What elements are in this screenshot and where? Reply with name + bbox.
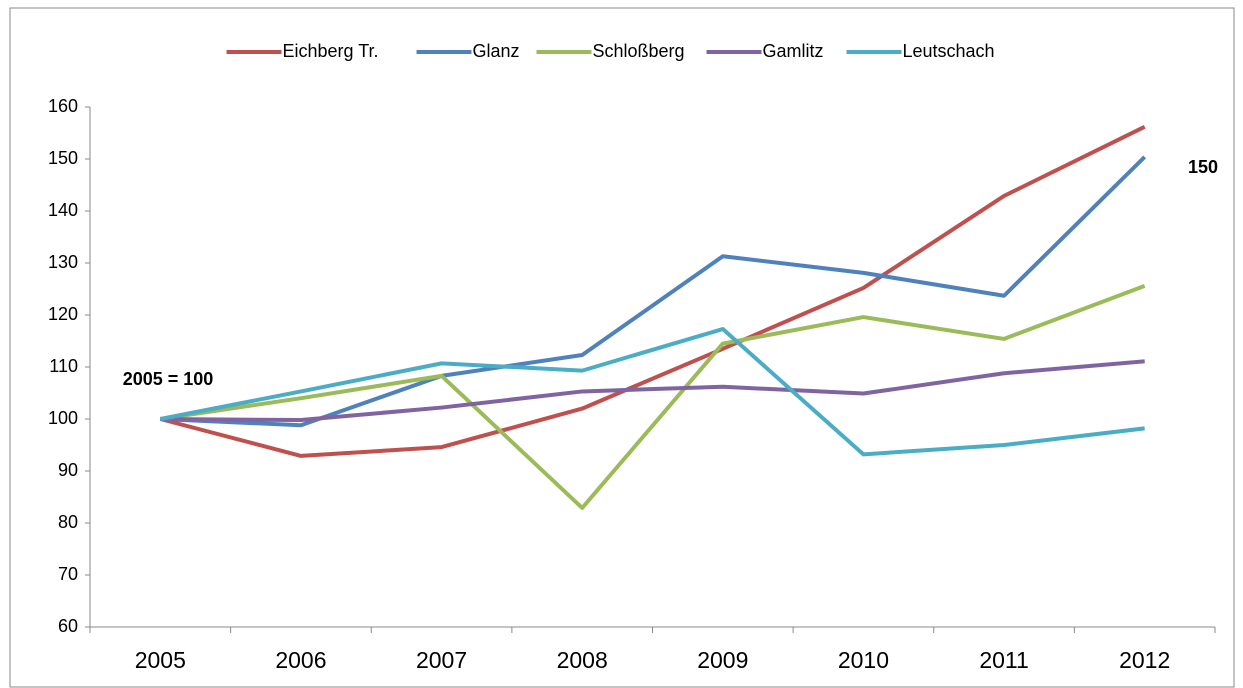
annotation: 2005 = 100 (123, 369, 214, 389)
chart-frame (9, 7, 1235, 688)
y-tick-label: 60 (58, 616, 78, 636)
x-tick-label: 2010 (838, 647, 889, 673)
y-tick-label: 120 (48, 304, 78, 324)
legend-label: Schloßberg (593, 41, 685, 61)
series-line (159, 327, 1145, 457)
legend-label: Gamlitz (763, 41, 824, 61)
legend-label: Eichberg Tr. (283, 41, 379, 61)
y-tick-label: 100 (48, 408, 78, 428)
x-tick-label: 2007 (416, 647, 467, 673)
series-line (160, 284, 1146, 510)
y-tick-label: 150 (48, 148, 78, 168)
legend-label: Glanz (473, 41, 520, 61)
x-tick-label: 2011 (979, 647, 1028, 673)
x-tick-label: 2012 (1119, 647, 1170, 673)
legend-label: Leutschach (903, 41, 995, 61)
y-tick-label: 140 (48, 200, 78, 220)
y-tick-label: 110 (49, 356, 78, 376)
x-tick-label: 2005 (135, 647, 186, 673)
y-tick-label: 90 (58, 460, 78, 480)
x-tick-label: 2009 (697, 647, 748, 673)
series-line (159, 124, 1146, 458)
y-tick-label: 70 (58, 564, 78, 584)
x-tick-label: 2008 (557, 647, 608, 673)
y-tick-label: 130 (48, 252, 78, 272)
series-line (160, 359, 1145, 423)
y-tick-label: 80 (58, 512, 78, 532)
x-tick-label: 2006 (275, 647, 326, 673)
y-tick-label: 160 (48, 96, 78, 116)
annotation: 150 (1188, 157, 1218, 177)
